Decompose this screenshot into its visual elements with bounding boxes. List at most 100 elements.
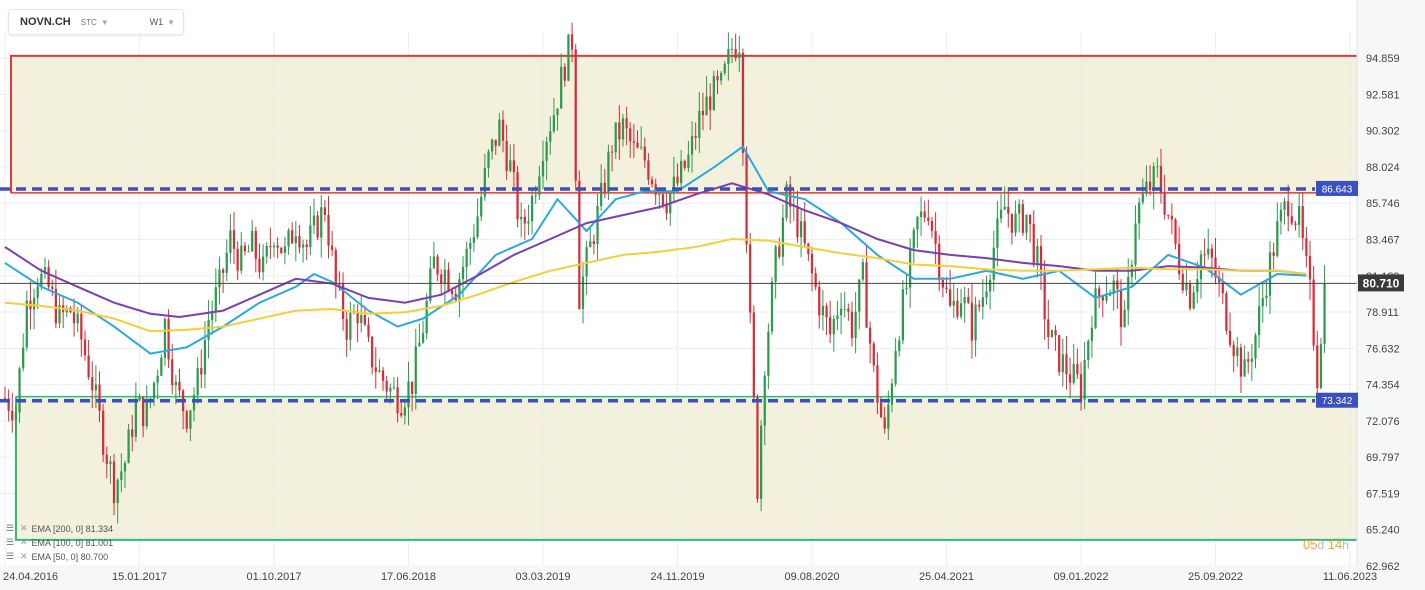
candle-body[interactable]	[1021, 204, 1024, 233]
candle-body[interactable]	[1152, 166, 1155, 191]
candle-body[interactable]	[810, 253, 814, 274]
candle-body[interactable]	[287, 230, 290, 247]
candle-body[interactable]	[763, 375, 766, 426]
candle-body[interactable]	[294, 236, 297, 244]
chevron-down-icon[interactable]: ▼	[167, 17, 176, 27]
candle-body[interactable]	[1210, 248, 1213, 258]
candle-body[interactable]	[785, 184, 788, 218]
candle-body[interactable]	[1174, 219, 1177, 244]
candle-body[interactable]	[945, 287, 948, 290]
candle-body[interactable]	[1108, 293, 1112, 296]
candle-body[interactable]	[152, 382, 156, 399]
candle-body[interactable]	[781, 217, 785, 257]
candle-body[interactable]	[912, 229, 915, 249]
candle-body[interactable]	[552, 115, 556, 132]
candle-body[interactable]	[1257, 306, 1261, 336]
candle-body[interactable]	[276, 245, 279, 248]
candle-body[interactable]	[145, 402, 148, 427]
candle-body[interactable]	[1007, 206, 1010, 214]
candle-body[interactable]	[243, 245, 247, 252]
candle-body[interactable]	[156, 375, 159, 383]
candle-body[interactable]	[621, 118, 625, 140]
candle-body[interactable]	[127, 429, 130, 463]
candle-body[interactable]	[378, 370, 381, 372]
candle-body[interactable]	[331, 245, 334, 251]
candle-body[interactable]	[749, 244, 752, 313]
candle-body[interactable]	[1301, 206, 1304, 239]
candle-body[interactable]	[1247, 359, 1250, 362]
candle-body[interactable]	[774, 246, 777, 282]
candle-body[interactable]	[189, 410, 192, 429]
candle-body[interactable]	[43, 267, 47, 274]
candle-body[interactable]	[629, 128, 632, 142]
candle-body[interactable]	[203, 339, 207, 375]
candle-body[interactable]	[418, 342, 421, 347]
candle-body[interactable]	[636, 142, 639, 148]
candle-body[interactable]	[985, 291, 988, 298]
candle-body[interactable]	[516, 172, 519, 220]
candle-body[interactable]	[967, 297, 970, 303]
candle-body[interactable]	[134, 400, 137, 437]
candle-body[interactable]	[1283, 201, 1286, 210]
candle-body[interactable]	[592, 241, 596, 244]
candle-body[interactable]	[647, 160, 650, 180]
candle-body[interactable]	[389, 387, 392, 392]
candle-body[interactable]	[83, 339, 87, 356]
candle-body[interactable]	[469, 242, 472, 249]
candle-body[interactable]	[498, 119, 501, 146]
candle-body[interactable]	[1243, 359, 1246, 377]
candle-body[interactable]	[1028, 214, 1032, 225]
candle-body[interactable]	[207, 320, 210, 340]
candle-body[interactable]	[1297, 206, 1301, 225]
candle-body[interactable]	[1025, 214, 1028, 233]
candle-body[interactable]	[938, 243, 941, 281]
candle-body[interactable]	[480, 196, 483, 217]
close-icon[interactable]: ✕	[20, 537, 28, 547]
candle-body[interactable]	[40, 273, 43, 287]
candle-body[interactable]	[803, 221, 806, 244]
candle-body[interactable]	[600, 182, 603, 207]
candle-body[interactable]	[98, 384, 101, 411]
candle-body[interactable]	[371, 336, 374, 368]
candle-body[interactable]	[396, 387, 399, 414]
candle-body[interactable]	[109, 461, 112, 464]
candle-body[interactable]	[1065, 354, 1068, 375]
candle-body[interactable]	[527, 221, 530, 224]
candle-body[interactable]	[1083, 359, 1086, 400]
candle-body[interactable]	[309, 225, 312, 248]
candle-body[interactable]	[1123, 309, 1126, 328]
candle-body[interactable]	[1192, 292, 1195, 309]
candle-body[interactable]	[970, 302, 974, 341]
candle-body[interactable]	[890, 383, 894, 405]
candle-body[interactable]	[1167, 214, 1170, 216]
time-axis[interactable]	[0, 566, 1425, 590]
legend-ema-200[interactable]: ☰ ✕ EMA [200, 0] 81.334	[6, 523, 113, 534]
candle-body[interactable]	[1323, 282, 1326, 345]
candle-body[interactable]	[1185, 283, 1188, 291]
candle-body[interactable]	[549, 131, 552, 142]
candle-body[interactable]	[534, 194, 537, 197]
candle-body[interactable]	[341, 283, 345, 320]
candle-body[interactable]	[1228, 330, 1232, 345]
interval-selector[interactable]: W1	[149, 17, 164, 27]
candle-body[interactable]	[916, 216, 919, 230]
candle-body[interactable]	[18, 368, 21, 413]
candle-body[interactable]	[1276, 221, 1279, 256]
candle-body[interactable]	[7, 398, 10, 411]
candle-body[interactable]	[567, 34, 570, 81]
candle-body[interactable]	[643, 146, 646, 161]
candle-body[interactable]	[796, 205, 799, 238]
candle-body[interactable]	[1207, 248, 1210, 255]
candle-body[interactable]	[861, 262, 865, 280]
candle-body[interactable]	[909, 248, 912, 288]
candle-body[interactable]	[854, 311, 857, 339]
candle-body[interactable]	[47, 267, 50, 287]
candle-body[interactable]	[1054, 330, 1057, 336]
candle-body[interactable]	[251, 230, 254, 252]
candle-body[interactable]	[839, 308, 843, 316]
settings-icon[interactable]: ☰	[6, 537, 15, 547]
candle-body[interactable]	[1101, 295, 1104, 301]
candle-body[interactable]	[1316, 345, 1319, 388]
candle-body[interactable]	[72, 312, 76, 324]
candle-body[interactable]	[1061, 354, 1064, 373]
